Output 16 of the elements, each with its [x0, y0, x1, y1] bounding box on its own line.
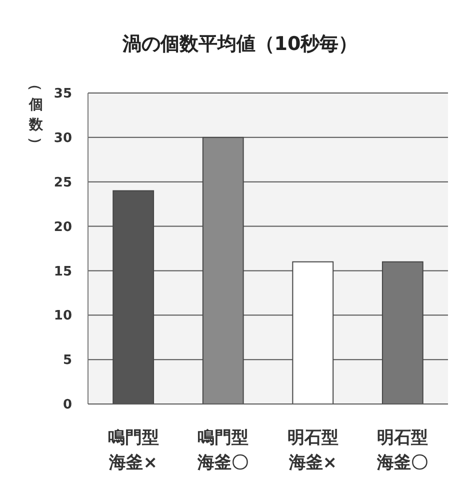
chart-title: 渦の個数平均値（10秒毎） [121, 33, 358, 55]
x-tick-label: 明石型海釜× [287, 428, 338, 473]
y-tick-label: 25 [54, 175, 72, 190]
y-tick-label: 30 [54, 130, 72, 146]
y-tick-label: 5 [62, 353, 72, 368]
y-tick-label: 10 [54, 308, 72, 324]
y-tick-label: 35 [54, 86, 72, 102]
bar [202, 136, 244, 404]
y-tick-label: 20 [54, 220, 72, 235]
y-tick-label: 15 [54, 264, 72, 280]
bar [382, 261, 424, 404]
y-tick-label: 0 [62, 398, 72, 413]
y-axis-title: （個数） [27, 77, 44, 151]
x-tick-label: 鳴門型海釜〇 [196, 428, 249, 473]
x-tick-label: 鳴門型海釜× [108, 428, 159, 473]
x-tick-label: 明石型海釜〇 [376, 428, 428, 473]
